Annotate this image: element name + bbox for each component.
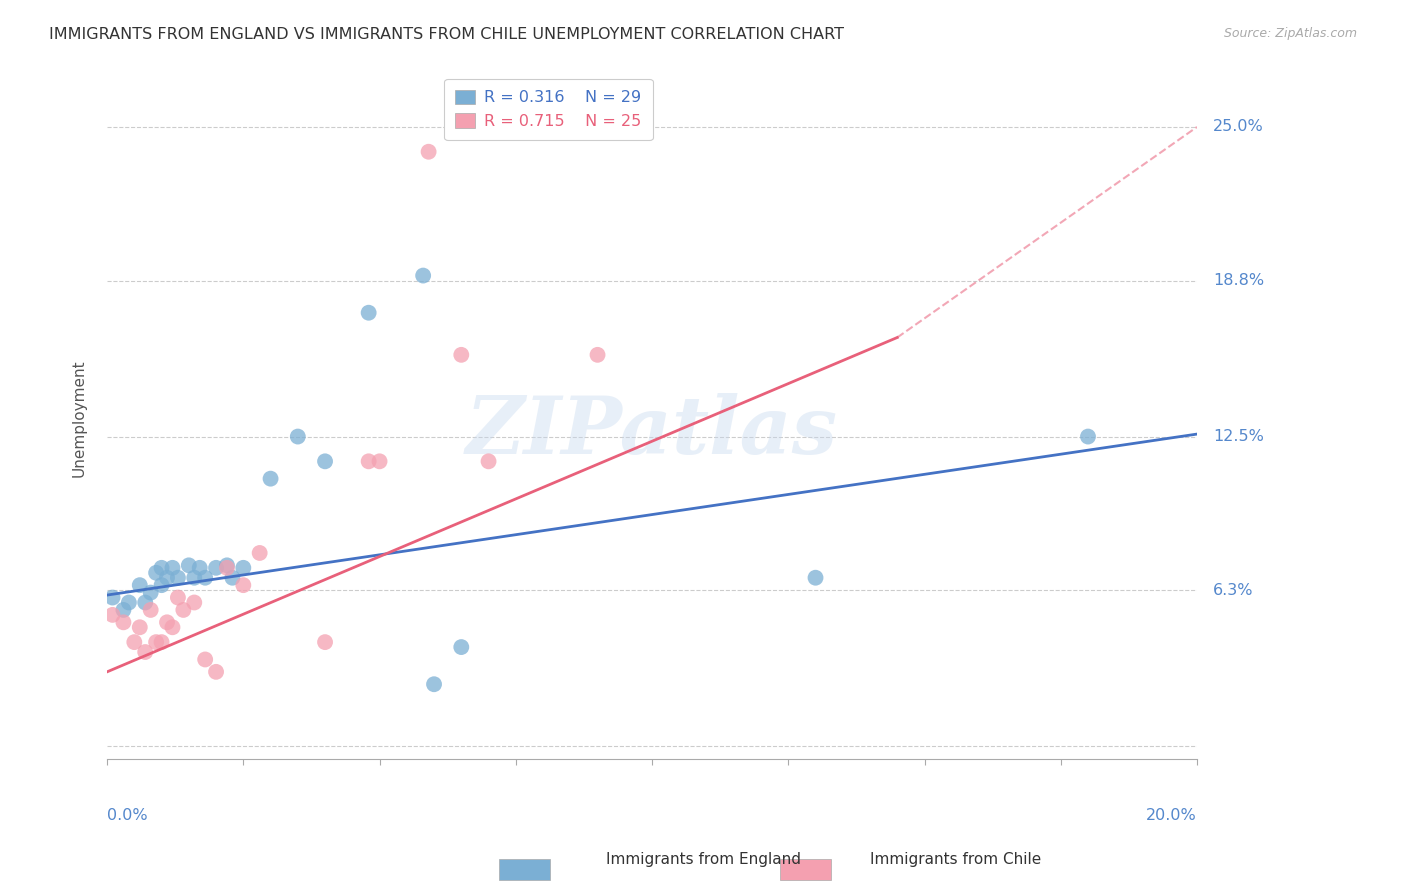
Text: 6.3%: 6.3% <box>1213 582 1254 598</box>
Point <box>177 558 200 573</box>
Point <box>128 620 150 634</box>
Point <box>368 454 391 468</box>
Point <box>287 429 309 443</box>
Y-axis label: Unemployment: Unemployment <box>72 359 86 477</box>
Point <box>215 558 238 573</box>
Point <box>194 652 217 666</box>
Text: IMMIGRANTS FROM ENGLAND VS IMMIGRANTS FROM CHILE UNEMPLOYMENT CORRELATION CHART: IMMIGRANTS FROM ENGLAND VS IMMIGRANTS FR… <box>49 27 844 42</box>
Point <box>804 571 827 585</box>
Point <box>150 635 173 649</box>
Point <box>162 561 184 575</box>
Point <box>450 640 472 654</box>
Point <box>215 561 238 575</box>
Point <box>156 571 179 585</box>
Point <box>418 145 440 159</box>
Text: 0.0%: 0.0% <box>107 808 148 823</box>
Point <box>112 603 135 617</box>
Point <box>205 561 228 575</box>
Point <box>412 268 434 283</box>
Point <box>183 571 205 585</box>
Point <box>357 454 380 468</box>
FancyBboxPatch shape <box>780 859 831 880</box>
Point <box>167 591 190 605</box>
Point <box>172 603 194 617</box>
Point <box>167 571 190 585</box>
Text: Immigrants from Chile: Immigrants from Chile <box>870 852 1042 867</box>
Point <box>205 665 228 679</box>
Legend: R = 0.316    N = 29, R = 0.715    N = 25: R = 0.316 N = 29, R = 0.715 N = 25 <box>444 78 652 140</box>
Point <box>194 571 217 585</box>
Text: ZIPatlas: ZIPatlas <box>465 392 838 470</box>
Point <box>139 585 162 599</box>
Point <box>124 635 146 649</box>
Text: Immigrants from England: Immigrants from England <box>606 852 800 867</box>
Point <box>139 603 162 617</box>
Point <box>118 595 141 609</box>
Point <box>232 578 254 592</box>
Point <box>156 615 179 630</box>
Text: 25.0%: 25.0% <box>1213 120 1264 135</box>
Point <box>134 595 156 609</box>
Point <box>586 348 609 362</box>
Point <box>1077 429 1099 443</box>
Point <box>101 607 124 622</box>
Point <box>150 578 173 592</box>
Text: Source: ZipAtlas.com: Source: ZipAtlas.com <box>1223 27 1357 40</box>
Point <box>249 546 271 560</box>
Point <box>314 635 336 649</box>
Point <box>314 454 336 468</box>
FancyBboxPatch shape <box>499 859 550 880</box>
Point <box>423 677 446 691</box>
Text: 20.0%: 20.0% <box>1146 808 1197 823</box>
Point <box>145 635 167 649</box>
Point <box>450 348 472 362</box>
Point <box>232 561 254 575</box>
Point <box>162 620 184 634</box>
Point <box>183 595 205 609</box>
Text: 12.5%: 12.5% <box>1213 429 1264 444</box>
Point <box>477 454 499 468</box>
Point <box>357 306 380 320</box>
Point <box>145 566 167 580</box>
Point <box>112 615 135 630</box>
Point <box>101 591 124 605</box>
Text: 18.8%: 18.8% <box>1213 273 1264 288</box>
Point <box>188 561 211 575</box>
Point <box>134 645 156 659</box>
Point <box>221 571 243 585</box>
Point <box>150 561 173 575</box>
Point <box>128 578 150 592</box>
Point <box>259 472 281 486</box>
